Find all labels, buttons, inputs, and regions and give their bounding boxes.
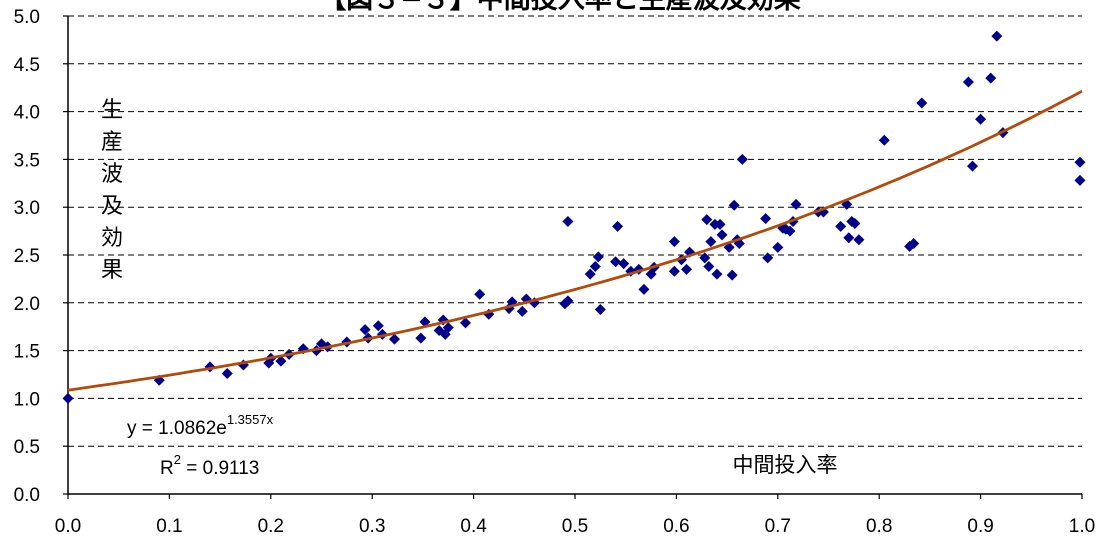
x-tick-label: 0.5 <box>562 516 588 537</box>
y-tick-label: 4.0 <box>14 103 40 124</box>
y-tick-label: 0.5 <box>14 437 40 458</box>
data-point <box>562 216 574 228</box>
y-axis-label-char: 果 <box>101 258 123 283</box>
r2-exponent: 2 <box>174 452 181 467</box>
data-point <box>878 134 890 146</box>
y-axis-label-char: 及 <box>101 194 123 219</box>
data-point <box>589 260 601 272</box>
r-squared: R2 = 0.9113 <box>160 452 259 479</box>
data-point <box>790 198 802 210</box>
x-tick-label: 1.0 <box>1069 516 1095 537</box>
data-point <box>991 30 1003 42</box>
data-point <box>701 214 713 226</box>
data-point <box>389 333 401 345</box>
data-point <box>594 303 606 315</box>
data-point <box>966 160 978 172</box>
y-axis-label-char: 生 <box>101 98 123 123</box>
data-point <box>699 252 711 264</box>
data-point <box>668 236 680 248</box>
x-tick-label: 0.6 <box>663 516 689 537</box>
data-point <box>459 317 471 329</box>
data-point <box>772 241 784 253</box>
data-point <box>985 72 997 84</box>
data-point <box>975 113 987 125</box>
data-point <box>359 324 371 336</box>
y-axis-label-char: 効 <box>101 226 123 251</box>
x-tick-label: 0.8 <box>866 516 892 537</box>
y-tick-label: 2.0 <box>14 294 40 315</box>
data-point <box>1074 156 1086 168</box>
r2-value: = 0.9113 <box>181 458 259 479</box>
y-tick-label: 2.5 <box>14 246 40 267</box>
data-point <box>503 303 515 315</box>
data-point <box>562 295 574 307</box>
data-point <box>681 263 693 275</box>
data-point <box>908 238 920 250</box>
data-point <box>962 76 974 88</box>
data-point <box>415 332 427 344</box>
x-tick-label: 0.2 <box>258 516 284 537</box>
x-tick-label: 0.0 <box>55 516 81 537</box>
y-tick-label: 3.5 <box>14 150 40 171</box>
data-point <box>849 217 861 229</box>
x-tick-label: 0.9 <box>967 516 993 537</box>
data-point <box>714 218 726 230</box>
chart-title: 【図３−３】中間投入率と生産波及効果 <box>319 0 801 15</box>
data-point <box>835 220 847 232</box>
data-point <box>618 258 630 270</box>
y-axis-label-char: 産 <box>101 130 123 155</box>
data-points <box>62 30 1086 404</box>
y-tick-label: 1.5 <box>14 342 40 363</box>
data-point <box>221 368 233 380</box>
y-tick-label: 5.0 <box>14 7 40 28</box>
data-point <box>516 305 528 317</box>
data-point <box>1074 174 1086 186</box>
data-point <box>584 268 596 280</box>
x-tick-label: 0.7 <box>765 516 791 537</box>
trendline <box>67 89 1083 392</box>
data-point <box>716 229 728 241</box>
data-point <box>736 153 748 165</box>
data-point <box>853 234 865 246</box>
data-point <box>703 260 715 272</box>
data-point <box>610 256 622 268</box>
y-tick-label: 1.0 <box>14 389 40 410</box>
x-axis-ticks: 0.0 0.1 0.2 0.3 0.4 0.5 0.6 0.7 0.8 0.9 1.0 <box>55 494 1095 537</box>
y-axis-label-char: 波 <box>101 162 123 187</box>
data-point <box>275 355 287 367</box>
data-point <box>474 288 486 300</box>
data-point <box>62 392 74 404</box>
data-point <box>612 220 624 232</box>
trendline-equation: y = 1.0862e1.3557x <box>127 412 274 439</box>
equation-prefix: y = 1.0862e <box>127 418 227 439</box>
data-point <box>762 252 774 264</box>
data-point <box>442 322 454 334</box>
y-tick-label: 4.5 <box>14 55 40 76</box>
data-point <box>592 251 604 263</box>
equation-exponent: 1.3557x <box>227 412 274 427</box>
gridlines <box>68 15 1082 447</box>
data-point <box>711 268 723 280</box>
data-point <box>843 232 855 244</box>
data-point <box>784 225 796 237</box>
x-tick-label: 0.3 <box>359 516 385 537</box>
data-point <box>668 265 680 277</box>
x-tick-label: 0.1 <box>156 516 182 537</box>
x-axis-label: 中間投入率 <box>733 453 838 477</box>
y-tick-label: 0.0 <box>14 485 40 506</box>
data-point <box>705 236 717 248</box>
y-axis-ticks: 0.0 0.5 1.0 1.5 2.0 2.5 3.0 3.5 4.0 4.5 5.0 <box>14 7 68 506</box>
data-point <box>760 213 772 225</box>
data-point <box>372 320 384 332</box>
r2-prefix: R <box>160 458 174 479</box>
data-point <box>638 283 650 295</box>
data-point <box>728 199 740 211</box>
y-tick-label: 3.0 <box>14 198 40 219</box>
data-point <box>726 269 738 281</box>
data-point <box>916 97 928 109</box>
x-tick-label: 0.4 <box>460 516 487 537</box>
